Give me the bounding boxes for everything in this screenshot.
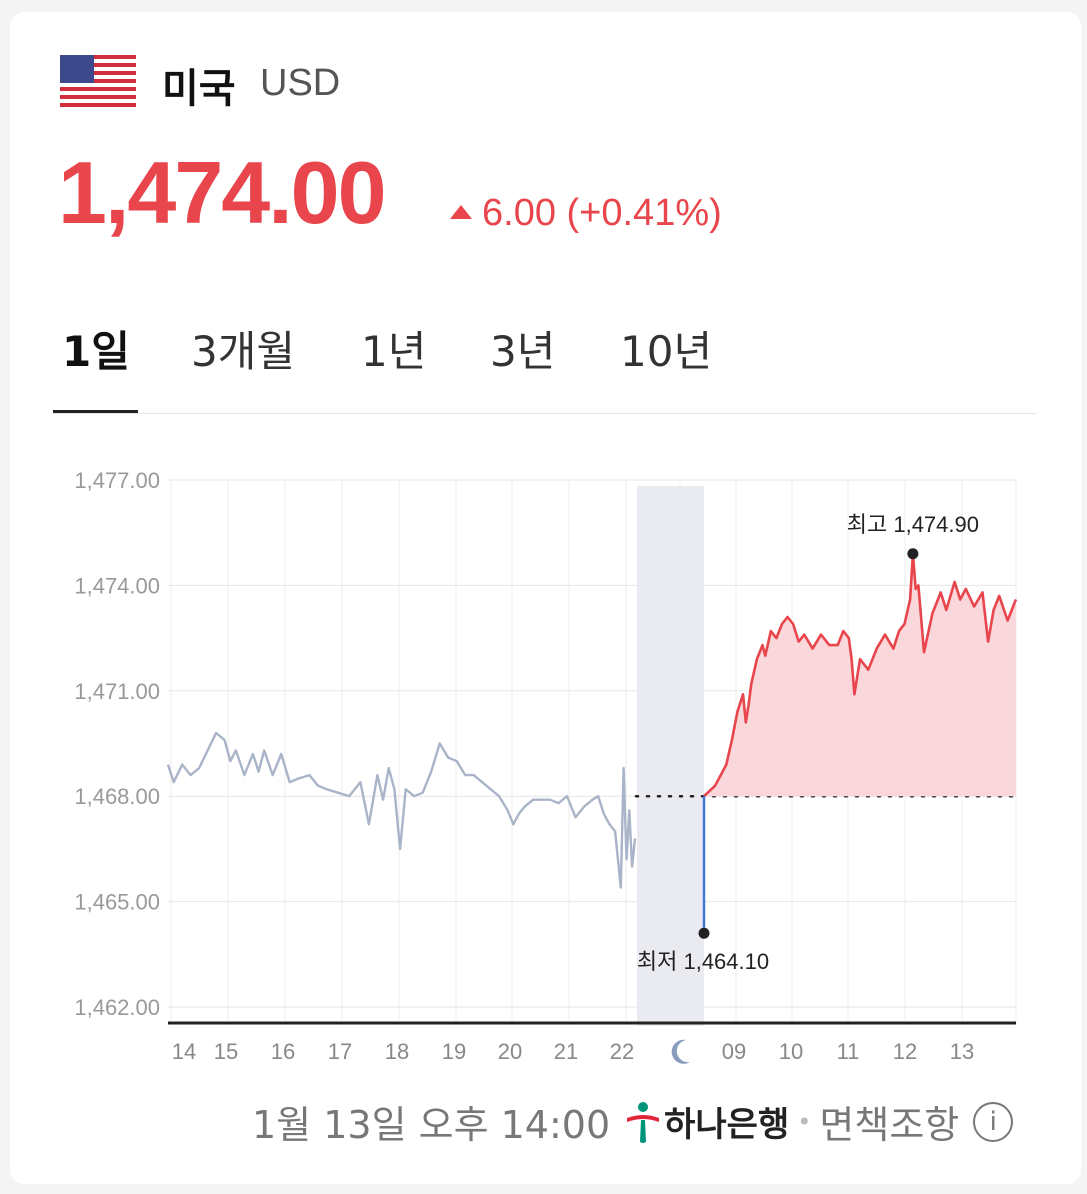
y-axis-tick-label: 1,477.00	[74, 468, 160, 493]
y-axis-tick-label: 1,468.00	[74, 784, 160, 809]
previous-session-line	[166, 731, 637, 889]
y-axis-tick-label: 1,471.00	[74, 679, 160, 704]
y-axis-tick-label: 1,462.00	[74, 995, 160, 1020]
info-icon[interactable]: i	[973, 1101, 1014, 1142]
x-axis-tick-label: 15	[214, 1039, 238, 1064]
current-session-line	[703, 552, 1018, 798]
moon-icon	[671, 1039, 690, 1064]
tab-1d[interactable]: 1일	[62, 327, 130, 376]
tab-divider	[53, 413, 1037, 414]
tab-10y[interactable]: 10년	[620, 327, 713, 376]
x-axis-tick-label: 12	[893, 1039, 917, 1064]
tab-3m[interactable]: 3개월	[191, 327, 296, 376]
x-axis-tick-label: 14	[172, 1039, 196, 1064]
low-annotation-label: 최저 1,464.10	[637, 949, 769, 974]
currency-code: USD	[260, 62, 341, 104]
up-arrow-icon	[450, 205, 472, 219]
active-tab-indicator	[53, 410, 138, 413]
current-price: 1,474.00	[58, 143, 387, 242]
x-axis-tick-label: 16	[271, 1039, 295, 1064]
separator-dot: •	[797, 1107, 812, 1136]
x-axis-tick-label: 17	[328, 1039, 352, 1064]
disclaimer-link[interactable]: 면책조항	[819, 1103, 960, 1147]
x-axis-tick-label: 20	[498, 1039, 522, 1064]
y-axis-tick-label: 1,465.00	[74, 890, 160, 915]
price-change: 6.00 (+0.41%)	[450, 192, 722, 235]
x-axis-tick-label: 09	[722, 1039, 746, 1064]
x-axis-tick-label: 19	[442, 1039, 466, 1064]
us-flag-icon	[60, 55, 136, 107]
high-marker-dot	[907, 548, 919, 560]
x-axis-tick-label: 10	[779, 1039, 803, 1064]
hana-bank-logo-icon	[627, 1101, 660, 1143]
x-axis-tick-label: 22	[610, 1039, 634, 1064]
exchange-rate-chart[interactable]: 1,477.00 1,474.00 1,471.00 1,468.00 1,465.00…	[0, 440, 1087, 1080]
change-value: 6.00 (+0.41%)	[482, 192, 722, 234]
bank-name: 하나은행	[664, 1105, 790, 1145]
y-axis-tick-label: 1,474.00	[74, 573, 160, 598]
high-annotation-label: 최고 1,474.90	[847, 512, 979, 537]
x-axis-tick-label: 18	[385, 1039, 409, 1064]
tab-3y[interactable]: 3년	[490, 327, 556, 376]
footer: 1월 13일 오후 14:00 하나은행 • 면책조항 i	[252, 1094, 1014, 1147]
tab-1y[interactable]: 1년	[361, 327, 427, 376]
x-axis-tick-label: 13	[950, 1039, 974, 1064]
x-axis-tick-label: 11	[837, 1039, 860, 1064]
country-name: 미국	[162, 66, 236, 112]
x-axis-tick-label: 21	[554, 1039, 578, 1064]
period-tabs: 1일 3개월 1년 3년 10년	[0, 318, 1087, 378]
overnight-band	[637, 486, 704, 1026]
current-session-area	[704, 553, 1016, 797]
timestamp: 1월 13일 오후 14:00	[252, 1103, 611, 1147]
exchange-rate-card	[10, 12, 1081, 1184]
low-marker-dot	[698, 927, 710, 939]
